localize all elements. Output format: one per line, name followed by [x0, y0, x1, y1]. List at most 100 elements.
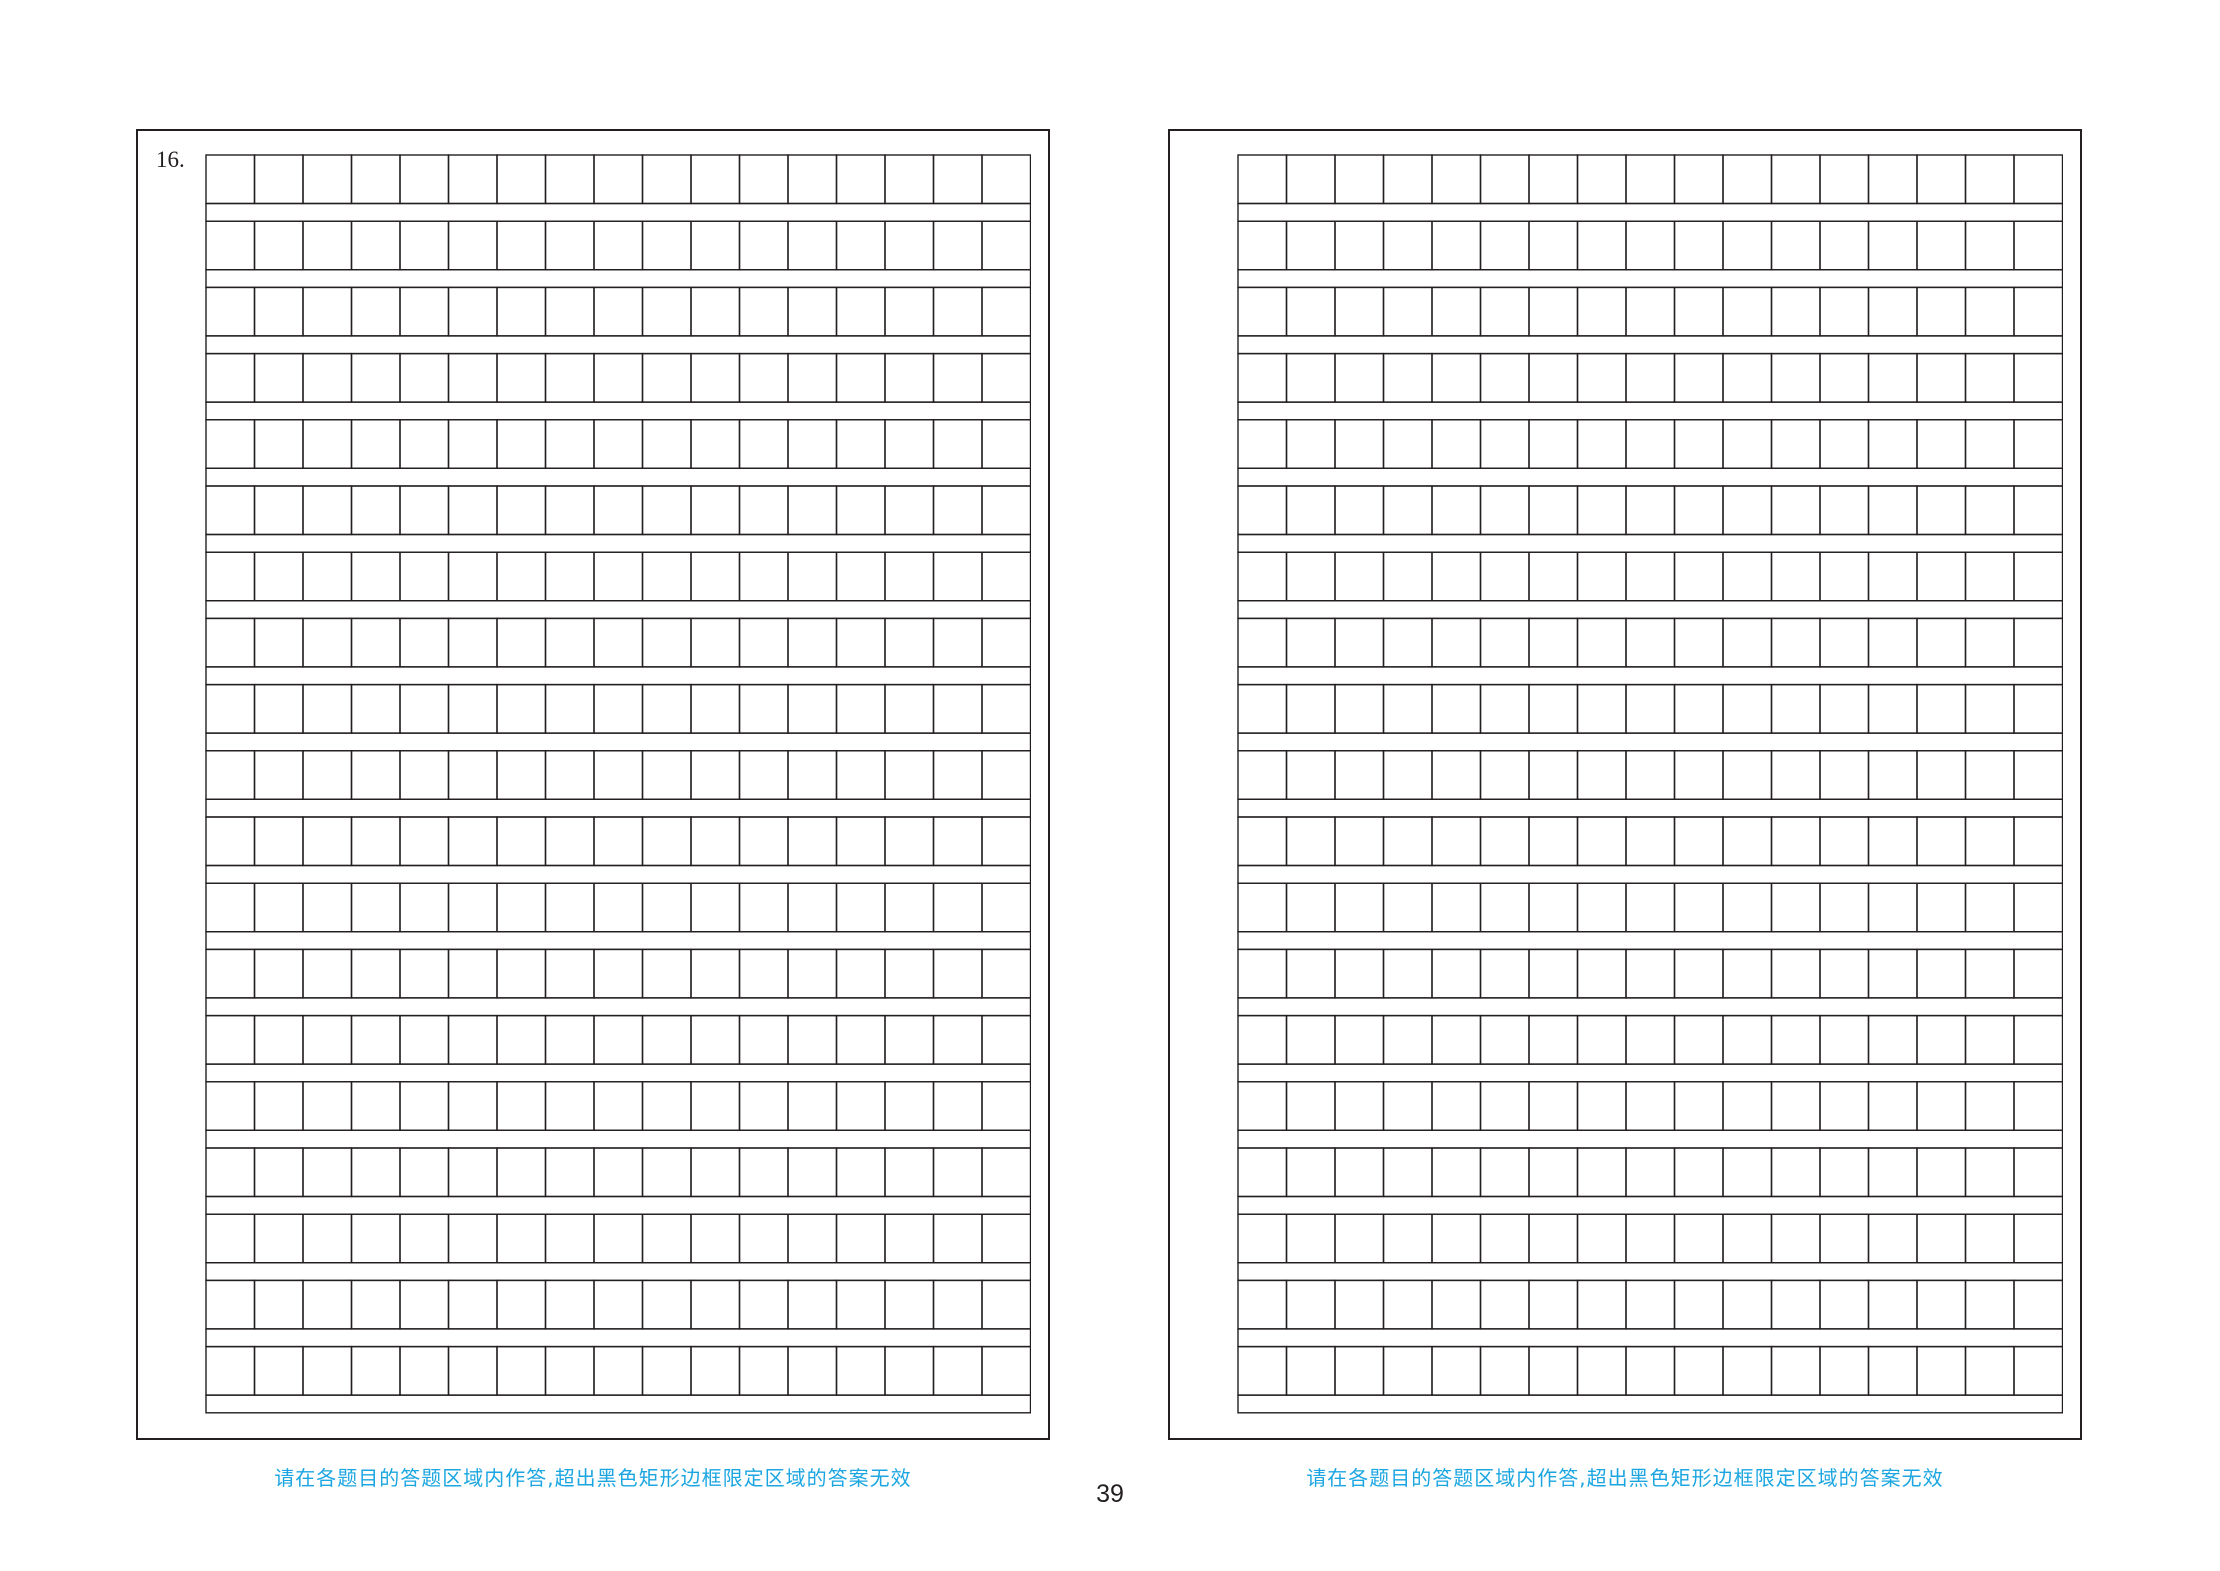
- grid-cell[interactable]: [302, 419, 353, 469]
- grid-cell[interactable]: [1673, 1345, 1724, 1396]
- grid-cell[interactable]: [1867, 1345, 1918, 1396]
- grid-cell[interactable]: [496, 1147, 547, 1198]
- grid-cell[interactable]: [1285, 683, 1336, 734]
- grid-cell[interactable]: [399, 948, 450, 999]
- grid-cell[interactable]: [932, 750, 983, 800]
- grid-cell[interactable]: [350, 948, 401, 999]
- grid-cell[interactable]: [1819, 816, 1870, 867]
- grid-cell[interactable]: [690, 683, 741, 734]
- grid-cell[interactable]: [496, 882, 547, 933]
- grid-cell[interactable]: [932, 617, 983, 668]
- grid-cell[interactable]: [690, 154, 741, 205]
- grid-cell[interactable]: [350, 816, 401, 867]
- grid-cell[interactable]: [835, 948, 886, 999]
- grid-cell[interactable]: [544, 551, 595, 602]
- grid-cell[interactable]: [1722, 220, 1773, 271]
- grid-cell[interactable]: [1867, 816, 1918, 867]
- grid-cell[interactable]: [1673, 1213, 1724, 1264]
- grid-cell[interactable]: [2013, 419, 2063, 469]
- grid-cell[interactable]: [1382, 154, 1433, 205]
- grid-cell[interactable]: [1528, 1081, 1579, 1131]
- grid-cell[interactable]: [641, 1147, 692, 1198]
- grid-cell[interactable]: [1819, 1081, 1870, 1131]
- grid-cell[interactable]: [1431, 1213, 1482, 1264]
- grid-cell[interactable]: [981, 1147, 1031, 1198]
- grid-cell[interactable]: [1722, 1213, 1773, 1264]
- grid-cell[interactable]: [738, 683, 789, 734]
- grid-cell[interactable]: [738, 419, 789, 469]
- grid-cell[interactable]: [1237, 220, 1288, 271]
- grid-cell[interactable]: [253, 551, 304, 602]
- grid-cell[interactable]: [1431, 683, 1482, 734]
- grid-cell[interactable]: [593, 1279, 644, 1330]
- grid-cell[interactable]: [1819, 286, 1870, 337]
- grid-row[interactable]: [1237, 286, 2063, 355]
- grid-cell[interactable]: [302, 286, 353, 337]
- grid-cell[interactable]: [690, 1279, 741, 1330]
- grid-cell[interactable]: [1819, 551, 1870, 602]
- grid-cell[interactable]: [1479, 1014, 1530, 1065]
- grid-cell[interactable]: [350, 1147, 401, 1198]
- grid-cell[interactable]: [1528, 1345, 1579, 1396]
- grid-row[interactable]: [205, 1279, 1031, 1348]
- grid-cell[interactable]: [1722, 1081, 1773, 1131]
- grid-cell[interactable]: [1334, 485, 1385, 536]
- grid-cell[interactable]: [981, 352, 1031, 403]
- grid-cell[interactable]: [981, 220, 1031, 271]
- grid-cell[interactable]: [835, 617, 886, 668]
- grid-cell[interactable]: [1576, 882, 1627, 933]
- grid-cell[interactable]: [1964, 551, 2015, 602]
- grid-cell[interactable]: [738, 286, 789, 337]
- grid-cell[interactable]: [1770, 485, 1821, 536]
- grid-cell[interactable]: [1576, 1213, 1627, 1264]
- grid-row[interactable]: [1237, 948, 2063, 1017]
- grid-cell[interactable]: [1964, 816, 2015, 867]
- grid-cell[interactable]: [1285, 750, 1336, 800]
- grid-cell[interactable]: [981, 154, 1031, 205]
- grid-cell[interactable]: [884, 1279, 935, 1330]
- grid-row[interactable]: [1237, 1147, 2063, 1215]
- grid-cell[interactable]: [738, 816, 789, 867]
- grid-cell[interactable]: [1867, 352, 1918, 403]
- grid-cell[interactable]: [1479, 1081, 1530, 1131]
- grid-cell[interactable]: [738, 1345, 789, 1396]
- grid-cell[interactable]: [1770, 683, 1821, 734]
- grid-cell[interactable]: [1673, 1279, 1724, 1330]
- grid-cell[interactable]: [641, 286, 692, 337]
- grid-cell[interactable]: [350, 617, 401, 668]
- grid-cell[interactable]: [787, 1345, 838, 1396]
- grid-cell[interactable]: [787, 617, 838, 668]
- grid-cell[interactable]: [1576, 286, 1627, 337]
- grid-cell[interactable]: [1625, 1147, 1676, 1198]
- grid-cell[interactable]: [1237, 352, 1288, 403]
- grid-cell[interactable]: [205, 485, 256, 536]
- grid-cell[interactable]: [1964, 683, 2015, 734]
- grid-row[interactable]: [1237, 683, 2063, 752]
- grid-cell[interactable]: [399, 882, 450, 933]
- grid-cell[interactable]: [787, 683, 838, 734]
- grid-cell[interactable]: [447, 1081, 498, 1131]
- grid-cell[interactable]: [835, 1213, 886, 1264]
- grid-cell[interactable]: [1237, 1213, 1288, 1264]
- grid-cell[interactable]: [1867, 220, 1918, 271]
- grid-cell[interactable]: [1770, 1014, 1821, 1065]
- grid-cell[interactable]: [593, 286, 644, 337]
- grid-cell[interactable]: [2013, 617, 2063, 668]
- grid-cell[interactable]: [447, 485, 498, 536]
- grid-cell[interactable]: [205, 551, 256, 602]
- grid-cell[interactable]: [544, 1147, 595, 1198]
- grid-cell[interactable]: [1285, 882, 1336, 933]
- grid-cell[interactable]: [884, 485, 935, 536]
- grid-row[interactable]: [1237, 816, 2063, 884]
- grid-row[interactable]: [1237, 1345, 2063, 1414]
- grid-cell[interactable]: [1673, 882, 1724, 933]
- grid-cell[interactable]: [1576, 1081, 1627, 1131]
- grid-cell[interactable]: [1625, 485, 1676, 536]
- grid-cell[interactable]: [787, 352, 838, 403]
- grid-cell[interactable]: [1237, 485, 1288, 536]
- grid-cell[interactable]: [1576, 1147, 1627, 1198]
- grid-cell[interactable]: [787, 948, 838, 999]
- grid-cell[interactable]: [1673, 551, 1724, 602]
- grid-cell[interactable]: [641, 485, 692, 536]
- grid-cell[interactable]: [1479, 1345, 1530, 1396]
